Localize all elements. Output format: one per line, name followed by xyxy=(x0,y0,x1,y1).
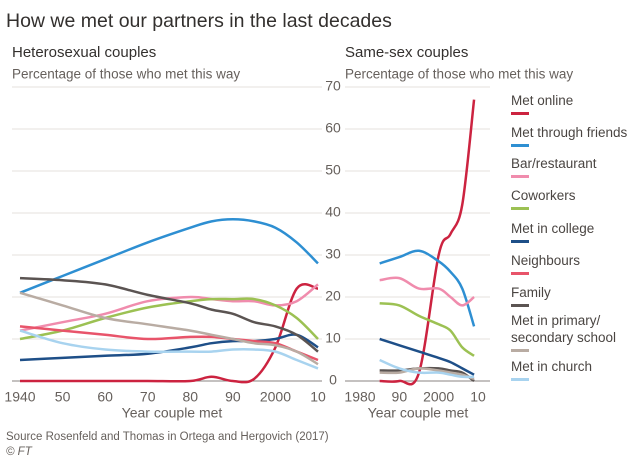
x-tick-label: 50 xyxy=(55,389,71,405)
series-line xyxy=(19,283,319,332)
series-line xyxy=(379,276,475,307)
series-line xyxy=(19,333,319,362)
legend-label: Met online xyxy=(511,93,574,108)
legend-swatch xyxy=(511,349,529,352)
y-tick-label: 10 xyxy=(325,330,341,346)
series-line xyxy=(19,325,319,362)
x-tick-label: 2000 xyxy=(423,389,454,405)
panel-subtitle: Percentage of those who met this way xyxy=(12,67,240,82)
series-line xyxy=(19,291,319,366)
legend-label: Family xyxy=(511,285,551,300)
series-line xyxy=(379,99,476,386)
x-tick-label: 70 xyxy=(140,389,156,405)
y-tick-label: 20 xyxy=(325,288,341,304)
y-tick-label: 50 xyxy=(325,162,341,178)
panel-title: Same-sex couples xyxy=(345,44,468,61)
legend-swatch xyxy=(511,240,529,243)
legend-label: Met through friends xyxy=(511,125,628,140)
legend-swatch xyxy=(511,272,529,275)
series-line xyxy=(19,276,319,353)
legend-swatch xyxy=(511,112,529,115)
x-tick-label: 1940 xyxy=(4,389,35,405)
legend-label: Neighbours xyxy=(511,253,581,268)
x-tick-label: 10 xyxy=(310,389,326,405)
legend-label: Met in college xyxy=(511,221,595,236)
y-tick-label: 70 xyxy=(325,78,341,94)
x-tick-label: 80 xyxy=(182,389,198,405)
legend-swatch xyxy=(511,207,529,210)
x-tick-label: 60 xyxy=(97,389,113,405)
x-axis-label: Year couple met xyxy=(122,405,223,421)
series-line xyxy=(379,249,476,327)
series-line xyxy=(20,283,319,384)
x-tick-label: 2000 xyxy=(260,389,291,405)
source: Source Rosenfeld and Thomas in Ortega an… xyxy=(6,431,329,443)
legend-swatch xyxy=(511,144,529,147)
x-axis-label: Year couple met xyxy=(368,405,469,421)
legend-label: Met in primary/ secondary school xyxy=(511,313,617,345)
y-tick-label: 40 xyxy=(325,204,341,220)
legend-label: Met in church xyxy=(511,359,593,374)
x-tick-label: 90 xyxy=(225,389,241,405)
series-line xyxy=(19,329,319,370)
title: How we met our partners in the last deca… xyxy=(6,10,392,32)
legend-swatch xyxy=(511,378,529,381)
x-tick-label: 10 xyxy=(470,389,486,405)
series-line xyxy=(19,297,319,341)
panel-subtitle: Percentage of those who met this way xyxy=(345,67,573,82)
series-line xyxy=(379,302,475,357)
series-line xyxy=(379,337,475,376)
y-tick-label: 0 xyxy=(329,372,337,388)
panel-title: Heterosexual couples xyxy=(12,44,156,61)
legend-swatch xyxy=(511,175,529,178)
series-line xyxy=(19,218,319,294)
legend-swatch xyxy=(511,304,529,307)
legend-label: Coworkers xyxy=(511,188,576,203)
x-tick-label: 90 xyxy=(392,389,408,405)
credit: © FT xyxy=(6,446,33,458)
x-tick-label: 1980 xyxy=(344,389,375,405)
y-tick-label: 60 xyxy=(325,120,341,136)
series-line xyxy=(379,358,475,379)
series-line xyxy=(379,366,475,383)
y-tick-label: 30 xyxy=(325,246,341,262)
series-line xyxy=(379,367,475,381)
legend-label: Bar/restaurant xyxy=(511,156,597,171)
